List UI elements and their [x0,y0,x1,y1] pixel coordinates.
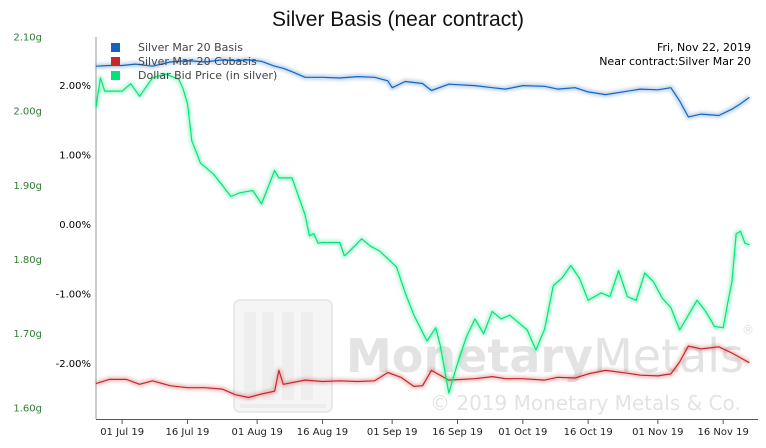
right-tick-label: 0.00% [59,220,91,231]
right-tick-label: 1.00% [59,151,91,162]
x-tick-label: 16 Nov 19 [697,427,748,438]
right-tick-label: 2.00% [59,81,91,92]
series-layer [93,57,751,400]
info-box: Fri, Nov 22, 2019 Near contract:Silver M… [599,41,751,68]
x-tick-label: 01 Oct 19 [498,427,547,438]
x-tick-label: 01 Jul 19 [100,427,144,438]
x-tick-label: 01 Nov 19 [632,427,683,438]
x-tick-label: 16 Oct 19 [564,427,613,438]
left-tick-label: 1.80g [13,255,42,266]
right-axis: 2.00% 1.00% 0.00% -1.00% -2.00% [56,81,91,370]
right-tick-label: -1.00% [56,289,91,300]
monetary-metals-logo-icon [233,299,333,413]
legend-label-cobasis: Silver Mar 20 Cobasis [138,55,257,68]
chart-title: Silver Basis (near contract) [272,8,524,31]
x-tick-label: 01 Aug 19 [231,427,282,438]
watermark-registered: ® [742,323,754,337]
left-tick-label: 1.70g [13,329,42,340]
legend-swatch-dollar-bid [111,71,120,80]
left-tick-label: 2.00g [13,107,42,118]
x-tick-label: 16 Aug 19 [297,427,348,438]
legend-swatch-cobasis [111,57,120,66]
x-tick-label: 16 Sep 19 [432,427,483,438]
left-axis: 2.10g 2.00g 1.90g 1.80g 1.70g 1.60g [13,33,42,415]
legend-label-basis: Silver Mar 20 Basis [138,41,243,54]
info-contract: Near contract:Silver Mar 20 [599,55,751,68]
watermark-copyright: © 2019 Monetary Metals & Co. [430,391,741,415]
x-tick-label: 01 Sep 19 [367,427,418,438]
info-date: Fri, Nov 22, 2019 [657,41,751,54]
left-tick-label: 1.60g [13,403,42,414]
right-tick-label: -2.00% [56,359,91,370]
cobasis-series-line [95,345,750,399]
left-tick-label: 2.10g [13,33,42,44]
left-tick-label: 1.90g [13,181,42,192]
basis-series-line [95,59,750,118]
dollar-bid-series-line [95,73,750,394]
legend-swatch-basis [111,43,120,52]
legend: Silver Mar 20 Basis Silver Mar 20 Cobasi… [111,41,277,82]
x-tick-label: 16 Jul 19 [166,427,210,438]
legend-label-dollar-bid: Dollar Bid Price (in silver) [138,69,277,82]
x-axis: 01 Jul 19 16 Jul 19 01 Aug 19 16 Aug 19 01 S… [100,419,749,438]
